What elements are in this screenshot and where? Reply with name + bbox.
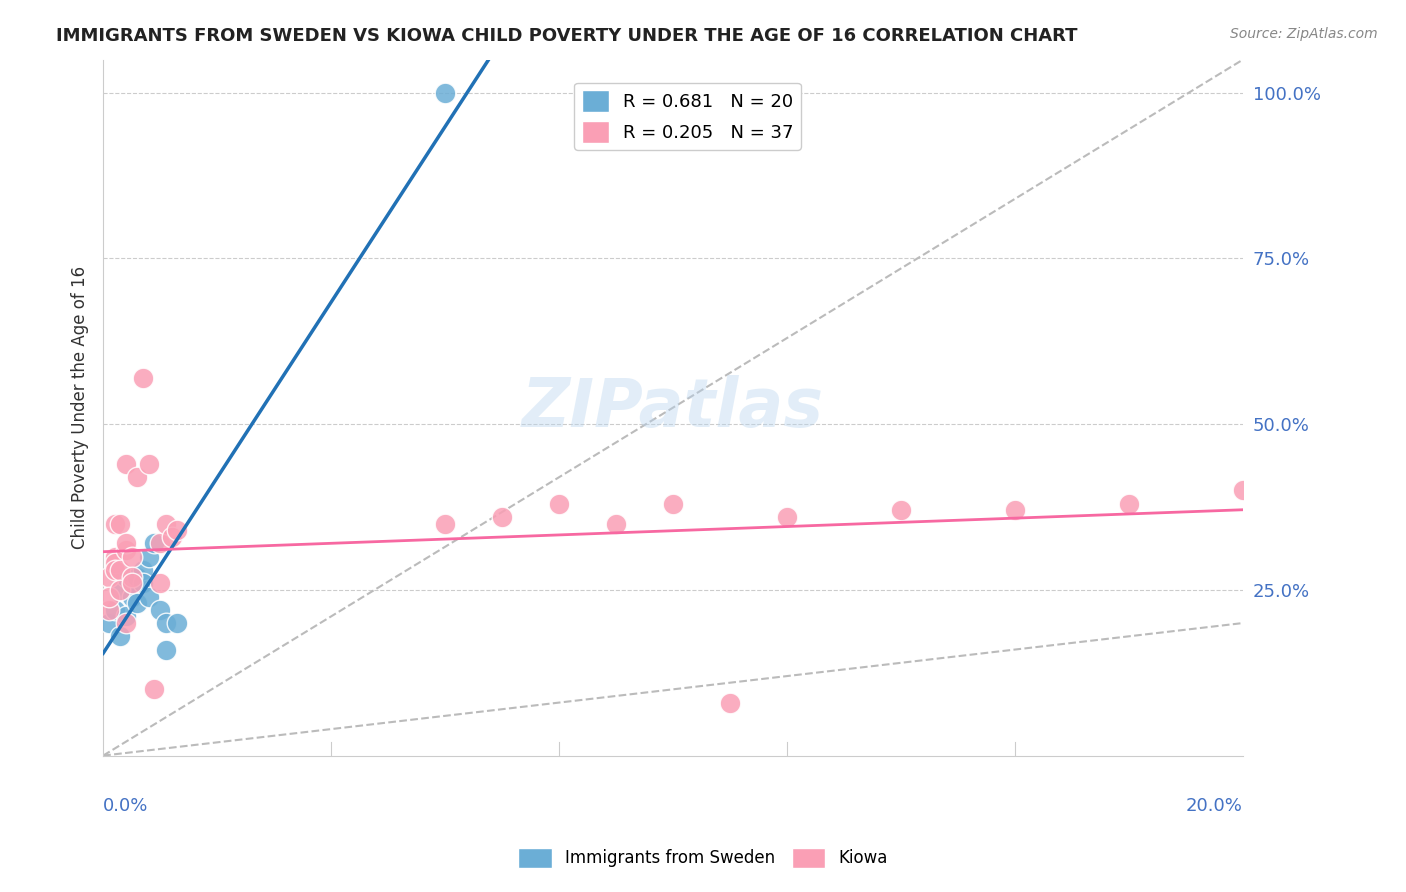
Point	[149, 603, 172, 617]
Text: 20.0%: 20.0%	[1187, 797, 1243, 815]
Text: Source: ZipAtlas.com: Source: ZipAtlas.com	[1230, 27, 1378, 41]
Point	[1004, 503, 1026, 517]
Text: 0.0%: 0.0%	[103, 797, 149, 815]
Point	[97, 615, 120, 630]
Point	[110, 629, 132, 643]
Point	[110, 582, 132, 597]
Point	[127, 596, 149, 610]
Point	[160, 530, 183, 544]
Point	[110, 582, 132, 597]
Point	[121, 590, 143, 604]
Point	[605, 516, 627, 531]
Point	[121, 569, 143, 583]
Point	[434, 516, 457, 531]
Point	[149, 576, 172, 591]
Point	[155, 642, 177, 657]
Point	[138, 549, 160, 564]
Point	[115, 569, 138, 583]
Point	[103, 603, 125, 617]
Point	[132, 371, 155, 385]
Point	[155, 615, 177, 630]
Point	[132, 576, 155, 591]
Point	[662, 497, 685, 511]
Point	[110, 563, 132, 577]
Point	[1232, 483, 1254, 498]
Point	[121, 549, 143, 564]
Point	[103, 549, 125, 564]
Text: ZIPatlas: ZIPatlas	[522, 375, 824, 441]
Point	[115, 536, 138, 550]
Y-axis label: Child Poverty Under the Age of 16: Child Poverty Under the Age of 16	[72, 266, 89, 549]
Text: IMMIGRANTS FROM SWEDEN VS KIOWA CHILD POVERTY UNDER THE AGE OF 16 CORRELATION CH: IMMIGRANTS FROM SWEDEN VS KIOWA CHILD PO…	[56, 27, 1078, 45]
Point	[548, 497, 571, 511]
Point	[434, 86, 457, 100]
Point	[166, 523, 188, 537]
Point	[97, 590, 120, 604]
Point	[103, 563, 125, 577]
Point	[718, 696, 741, 710]
Point	[115, 543, 138, 558]
Point	[115, 615, 138, 630]
Point	[110, 516, 132, 531]
Point	[103, 516, 125, 531]
Point	[890, 503, 912, 517]
Point	[132, 563, 155, 577]
Point	[166, 615, 188, 630]
Point	[138, 590, 160, 604]
Point	[97, 569, 120, 583]
Point	[149, 536, 172, 550]
Legend: R = 0.681   N = 20, R = 0.205   N = 37: R = 0.681 N = 20, R = 0.205 N = 37	[574, 83, 801, 150]
Point	[1118, 497, 1140, 511]
Point	[127, 569, 149, 583]
Point	[97, 603, 120, 617]
Point	[127, 470, 149, 484]
Point	[155, 516, 177, 531]
Point	[121, 576, 143, 591]
Point	[776, 510, 799, 524]
Point	[121, 576, 143, 591]
Point	[115, 457, 138, 471]
Point	[143, 682, 166, 697]
Legend: Immigrants from Sweden, Kiowa: Immigrants from Sweden, Kiowa	[512, 841, 894, 875]
Point	[138, 457, 160, 471]
Point	[491, 510, 513, 524]
Point	[103, 557, 125, 571]
Point	[143, 536, 166, 550]
Point	[115, 609, 138, 624]
